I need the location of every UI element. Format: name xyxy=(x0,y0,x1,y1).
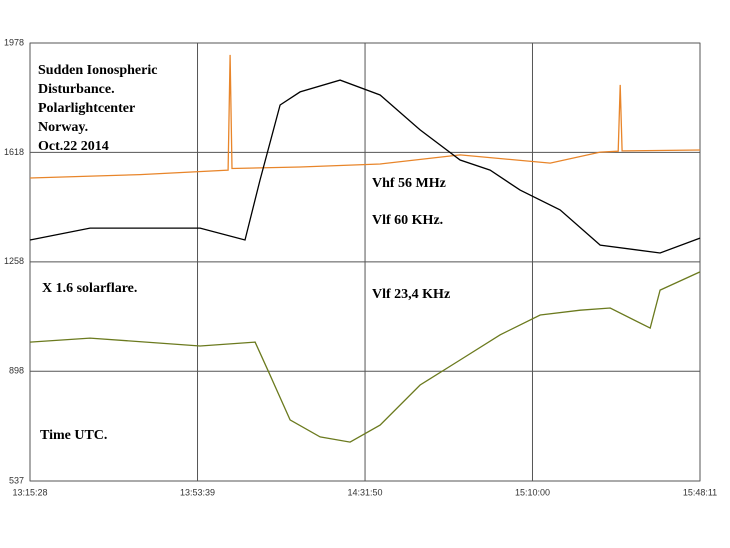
title-line: Norway. xyxy=(38,120,88,135)
series-line xyxy=(29,79,701,254)
title-line: Disturbance. xyxy=(38,82,115,97)
x-tick-label: 14:31:50 xyxy=(348,487,383,497)
series-label: Vlf 23,4 KHz xyxy=(372,287,450,302)
title-line: Oct.22 2014 xyxy=(38,139,109,154)
series-line xyxy=(29,54,701,179)
y-tick-label: 1258 xyxy=(4,256,24,266)
x-tick-label: 15:10:00 xyxy=(515,487,550,497)
title: Sudden Ionospheric Disturbance. Polarlig… xyxy=(38,63,157,154)
y-tick-label: 1978 xyxy=(4,37,24,47)
annotation: Time UTC. xyxy=(40,428,107,443)
x-tick-label: 13:15:28 xyxy=(12,487,47,497)
y-tick-label: 1618 xyxy=(4,147,24,157)
series-label: Vlf 60 KHz. xyxy=(372,213,443,228)
title-line: Polarlightcenter xyxy=(38,101,135,116)
x-tick-label: 13:53:39 xyxy=(180,487,215,497)
annotation: X 1.6 solarflare. xyxy=(42,281,137,296)
y-tick-label: 537 xyxy=(9,475,24,485)
x-tick-label: 15:48:11 xyxy=(683,487,717,497)
series-line xyxy=(29,271,701,443)
y-tick-label: 898 xyxy=(9,366,24,376)
title-line: Sudden Ionospheric xyxy=(38,63,157,78)
series-label: Vhf 56 MHz xyxy=(372,176,446,191)
